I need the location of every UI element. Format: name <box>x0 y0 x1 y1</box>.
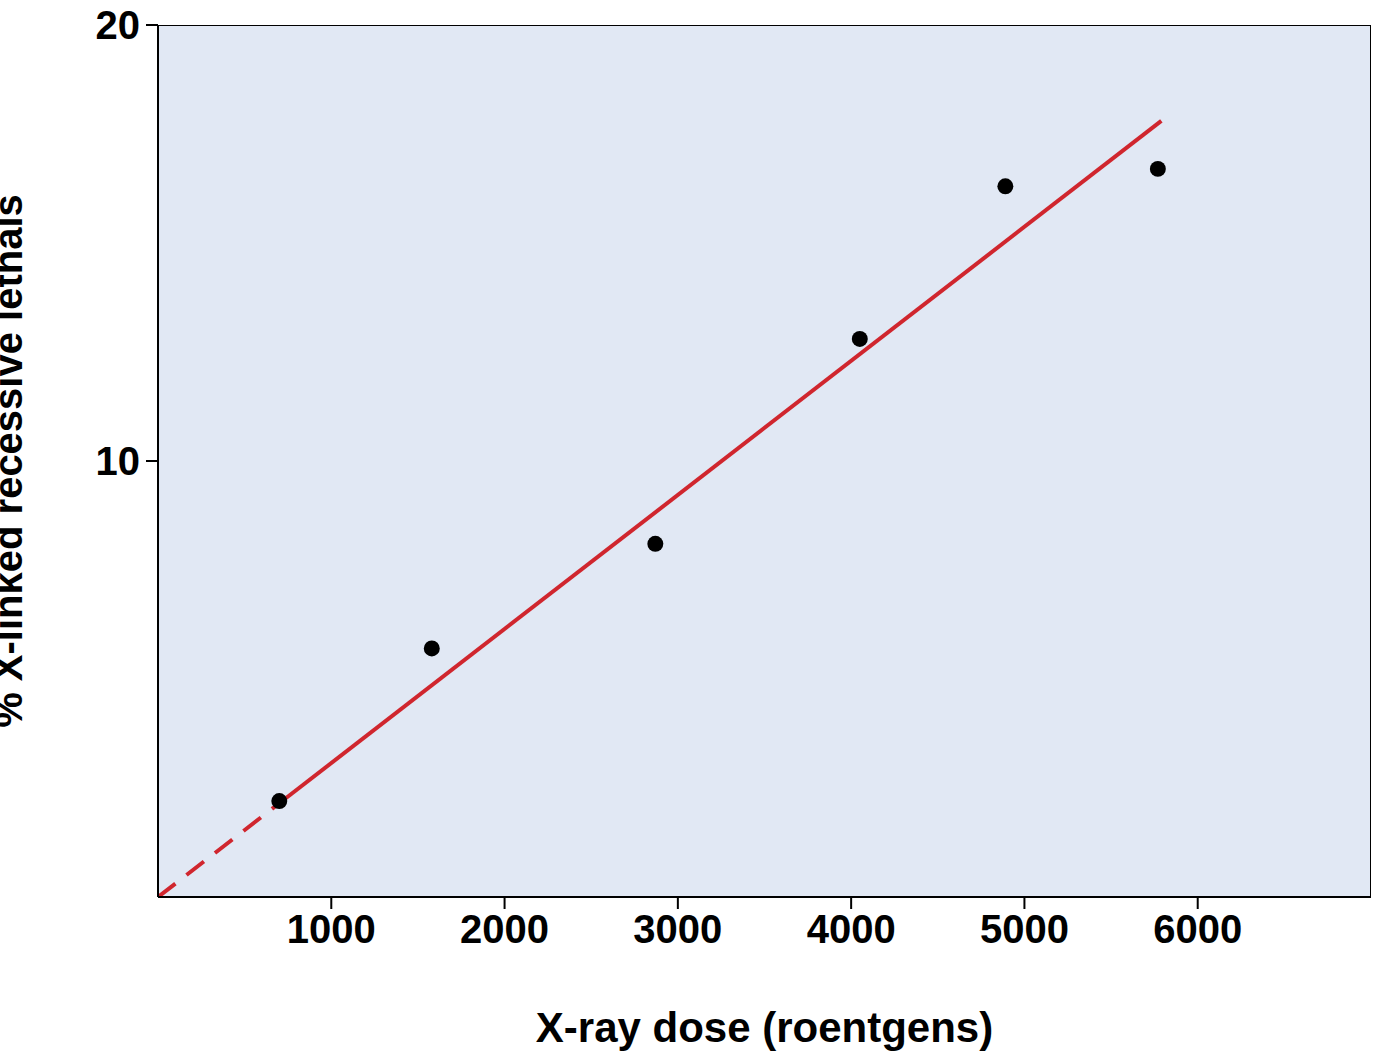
svg-text:10: 10 <box>96 439 141 483</box>
svg-text:20: 20 <box>96 3 141 47</box>
svg-text:3000: 3000 <box>633 907 722 951</box>
svg-text:5000: 5000 <box>980 907 1069 951</box>
svg-text:% X-linked recessive lethals: % X-linked recessive lethals <box>8 194 30 728</box>
svg-text:6000: 6000 <box>1153 907 1242 951</box>
svg-text:4000: 4000 <box>807 907 896 951</box>
svg-text:1000: 1000 <box>287 907 376 951</box>
svg-text:X-ray dose (roentgens): X-ray dose (roentgens) <box>536 1004 993 1051</box>
svg-text:2000: 2000 <box>460 907 549 951</box>
